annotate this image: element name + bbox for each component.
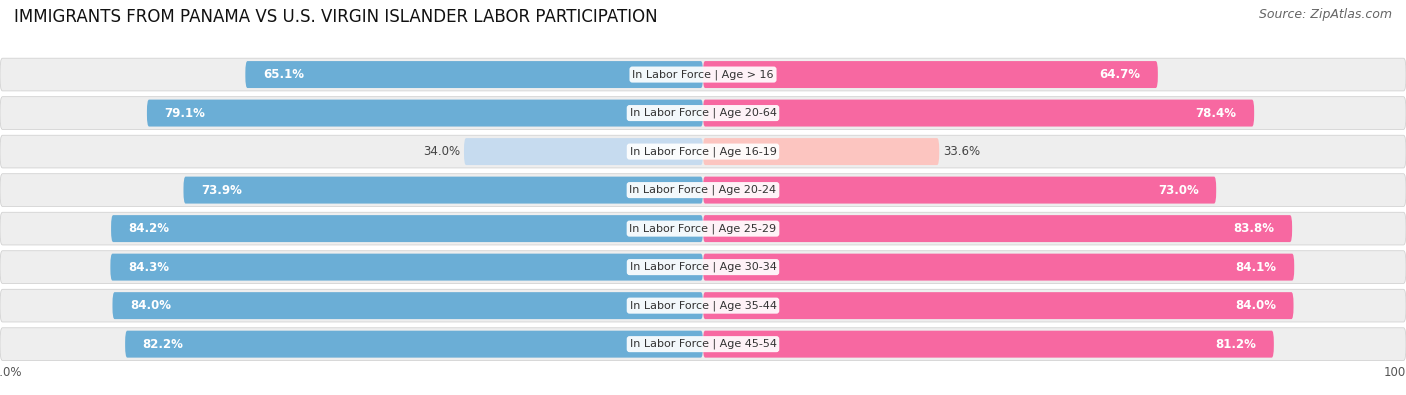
Text: 33.6%: 33.6% (942, 145, 980, 158)
Text: In Labor Force | Age 20-64: In Labor Force | Age 20-64 (630, 108, 776, 118)
FancyBboxPatch shape (125, 331, 703, 357)
Text: 78.4%: 78.4% (1195, 107, 1237, 120)
FancyBboxPatch shape (0, 289, 1406, 322)
FancyBboxPatch shape (703, 138, 939, 165)
Text: 84.2%: 84.2% (129, 222, 170, 235)
Text: In Labor Force | Age 35-44: In Labor Force | Age 35-44 (630, 300, 776, 311)
Text: 81.2%: 81.2% (1215, 338, 1257, 351)
Text: 84.0%: 84.0% (129, 299, 172, 312)
FancyBboxPatch shape (703, 254, 1294, 280)
Text: In Labor Force | Age 16-19: In Labor Force | Age 16-19 (630, 146, 776, 157)
Text: In Labor Force | Age 30-34: In Labor Force | Age 30-34 (630, 262, 776, 273)
FancyBboxPatch shape (464, 138, 703, 165)
Text: 73.0%: 73.0% (1159, 184, 1198, 197)
FancyBboxPatch shape (148, 100, 703, 126)
FancyBboxPatch shape (0, 251, 1406, 284)
Text: 84.3%: 84.3% (128, 261, 169, 274)
FancyBboxPatch shape (112, 292, 703, 319)
Text: 83.8%: 83.8% (1233, 222, 1275, 235)
FancyBboxPatch shape (703, 61, 1159, 88)
FancyBboxPatch shape (703, 331, 1274, 357)
FancyBboxPatch shape (0, 97, 1406, 130)
FancyBboxPatch shape (703, 215, 1292, 242)
Text: 65.1%: 65.1% (263, 68, 304, 81)
Text: 79.1%: 79.1% (165, 107, 205, 120)
Text: 82.2%: 82.2% (142, 338, 184, 351)
FancyBboxPatch shape (110, 254, 703, 280)
Text: Source: ZipAtlas.com: Source: ZipAtlas.com (1258, 8, 1392, 21)
FancyBboxPatch shape (246, 61, 703, 88)
Text: 73.9%: 73.9% (201, 184, 242, 197)
FancyBboxPatch shape (111, 215, 703, 242)
Text: In Labor Force | Age > 16: In Labor Force | Age > 16 (633, 69, 773, 80)
Text: In Labor Force | Age 20-24: In Labor Force | Age 20-24 (630, 185, 776, 196)
Text: IMMIGRANTS FROM PANAMA VS U.S. VIRGIN ISLANDER LABOR PARTICIPATION: IMMIGRANTS FROM PANAMA VS U.S. VIRGIN IS… (14, 8, 658, 26)
Text: In Labor Force | Age 45-54: In Labor Force | Age 45-54 (630, 339, 776, 350)
FancyBboxPatch shape (0, 212, 1406, 245)
FancyBboxPatch shape (703, 100, 1254, 126)
FancyBboxPatch shape (703, 177, 1216, 203)
FancyBboxPatch shape (183, 177, 703, 203)
FancyBboxPatch shape (0, 58, 1406, 91)
FancyBboxPatch shape (0, 174, 1406, 207)
Text: 64.7%: 64.7% (1099, 68, 1140, 81)
FancyBboxPatch shape (703, 292, 1294, 319)
Text: 84.1%: 84.1% (1236, 261, 1277, 274)
FancyBboxPatch shape (0, 135, 1406, 168)
Text: 84.0%: 84.0% (1234, 299, 1277, 312)
Text: In Labor Force | Age 25-29: In Labor Force | Age 25-29 (630, 223, 776, 234)
FancyBboxPatch shape (0, 328, 1406, 361)
Text: 34.0%: 34.0% (423, 145, 461, 158)
